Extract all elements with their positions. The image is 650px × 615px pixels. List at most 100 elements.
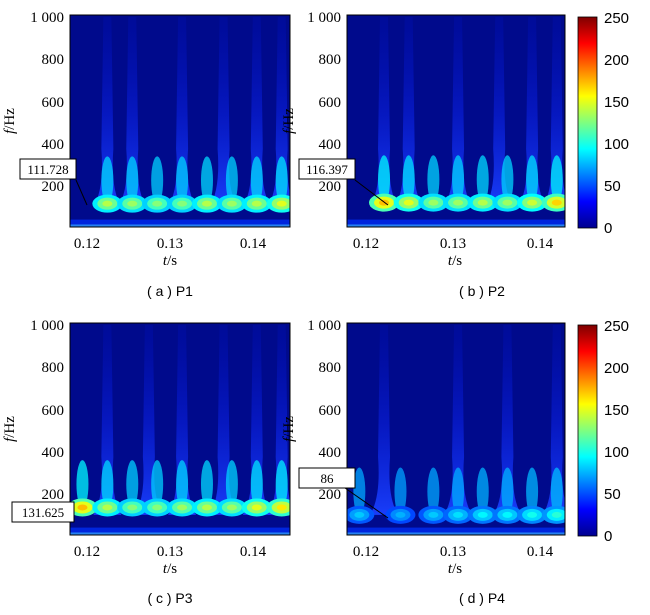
mid-band-mark (101, 156, 114, 205)
peak-core (276, 504, 287, 511)
x-tick-label: 0.12 (353, 544, 379, 560)
mid-band-mark (476, 155, 489, 204)
x-axis-label-c: t/s (163, 561, 177, 577)
peak-core (527, 511, 538, 518)
x-tick-label: 0.14 (527, 544, 554, 560)
caption-a: ( a ) P1 (147, 283, 193, 299)
y-tick-label: 400 (42, 445, 65, 461)
y-tick-label: 600 (319, 95, 342, 111)
x-tick-label: 0.14 (240, 236, 267, 252)
mid-band-mark (101, 460, 114, 509)
peak-core (428, 199, 439, 206)
transient-column (168, 17, 197, 207)
mid-band-mark (200, 460, 213, 509)
peak-core (453, 511, 464, 518)
x-tick-label: 0.14 (527, 236, 554, 252)
peak-core (152, 200, 163, 207)
mid-band-mark (200, 156, 213, 205)
heatmap-plot-b (347, 15, 565, 227)
y-tick-label: 800 (319, 52, 342, 68)
peak-core (251, 200, 262, 207)
low-frequency-floor (347, 224, 565, 227)
peak-core (201, 200, 212, 207)
x-ticks-d: 0.12 0.13 0.14 (353, 544, 554, 560)
y-tick-label: 1 000 (307, 318, 341, 334)
annotation-value-b: 116.397 (306, 162, 348, 177)
x-tick-label: 0.12 (74, 544, 100, 560)
mid-band-mark (394, 467, 407, 516)
mid-band-mark (427, 155, 440, 204)
peak-core (127, 200, 138, 207)
plot-frame-d (346, 322, 566, 536)
annotation-box-b (298, 158, 356, 180)
transient-column (485, 17, 514, 207)
y-tick-label: 1 000 (30, 318, 64, 334)
mid-band-mark (225, 156, 238, 205)
annotation-box-a (19, 158, 77, 180)
plot-frame-b (346, 14, 566, 228)
mid-band-mark (250, 460, 263, 509)
colorbar-tick: 50 (604, 486, 621, 503)
peak-core (453, 199, 464, 206)
peak-core (502, 511, 513, 518)
panel-c: 1 000 800 600 400 200 0.12 0.13 0.14 t/s… (2, 318, 291, 606)
peak-core (477, 511, 488, 518)
mid-band-mark (250, 156, 263, 205)
transient-column (209, 17, 238, 207)
colorbar-tick: 100 (604, 444, 629, 461)
peak-core (477, 199, 488, 206)
colorbar-gradient-bottom (577, 324, 598, 537)
panel-d: 1 000 800 600 400 200 0.12 0.13 0.14 t/s… (281, 318, 566, 606)
mid-band-mark (452, 467, 465, 516)
mid-band-mark (501, 467, 514, 516)
mid-band-mark (151, 156, 164, 205)
mid-band-mark (275, 156, 288, 205)
y-axis-label-c: f/Hz (2, 416, 18, 442)
mid-band-mark (550, 155, 563, 204)
y-ticks-a: 1 000 800 600 400 200 (30, 10, 64, 195)
mid-band-mark (550, 467, 563, 516)
y-ticks-b: 1 000 800 600 400 200 (307, 10, 341, 195)
transient-column (168, 325, 197, 515)
y-tick-label: 400 (42, 137, 65, 153)
x-tick-label: 0.12 (74, 236, 100, 252)
transient-column (370, 17, 399, 207)
mid-band-mark (427, 467, 440, 516)
mid-band-mark (176, 460, 189, 509)
mid-band-mark (402, 155, 415, 204)
y-tick-label: 200 (42, 179, 65, 195)
x-axis-label-d: t/s (448, 561, 462, 577)
x-axis-label-b: t/s (448, 253, 462, 269)
transient-column (242, 325, 271, 515)
annotation-box-c (11, 501, 75, 523)
transient-column (542, 325, 565, 515)
plot-frame-c (69, 322, 291, 536)
low-frequency-floor (70, 532, 290, 535)
transient-column (93, 17, 122, 207)
peak-core (428, 511, 439, 518)
panel-b: 1 000 800 600 400 200 0.12 0.13 0.14 t/s… (281, 10, 566, 299)
colorbar-top: 0 50 100 150 200 250 (577, 10, 629, 237)
y-axis-label-b: f/Hz (281, 108, 297, 134)
peak-core (127, 504, 138, 511)
mid-band-mark (476, 467, 489, 516)
transient-column (370, 325, 399, 515)
peak-core (102, 504, 113, 511)
transient-column (444, 17, 473, 207)
peak-core (226, 504, 237, 511)
peak-core (251, 504, 262, 511)
colorbar-tick: 150 (604, 402, 629, 419)
y-axis-label-d: f/Hz (281, 416, 297, 442)
x-tick-label: 0.13 (157, 544, 183, 560)
heatmap-plot-a (70, 15, 290, 227)
y-tick-label: 800 (42, 360, 65, 376)
peak-core (177, 504, 188, 511)
mid-band-mark (452, 155, 465, 204)
x-tick-label: 0.14 (240, 544, 267, 560)
caption-b: ( b ) P2 (459, 283, 505, 299)
peak-core (395, 511, 406, 518)
peak-core (354, 511, 365, 518)
y-tick-label: 200 (319, 487, 342, 503)
mid-band-mark (275, 460, 288, 509)
mid-band-mark (378, 155, 391, 204)
